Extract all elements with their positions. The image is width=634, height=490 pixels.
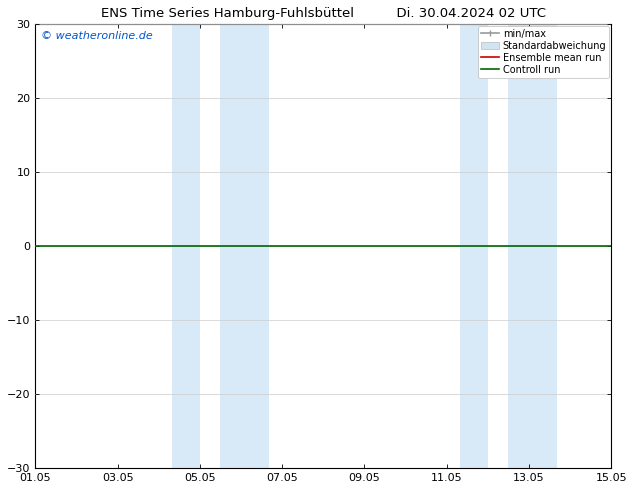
Bar [508, 24, 557, 468]
Legend: min/max, Standardabweichung, Ensemble mean run, Controll run: min/max, Standardabweichung, Ensemble me… [479, 26, 609, 77]
Text: © weatheronline.de: © weatheronline.de [41, 30, 153, 41]
Bar [460, 24, 488, 468]
Bar [221, 24, 269, 468]
Title: ENS Time Series Hamburg-Fuhlsbüttel          Di. 30.04.2024 02 UTC: ENS Time Series Hamburg-Fuhlsbüttel Di. … [101, 7, 546, 20]
Bar [172, 24, 200, 468]
